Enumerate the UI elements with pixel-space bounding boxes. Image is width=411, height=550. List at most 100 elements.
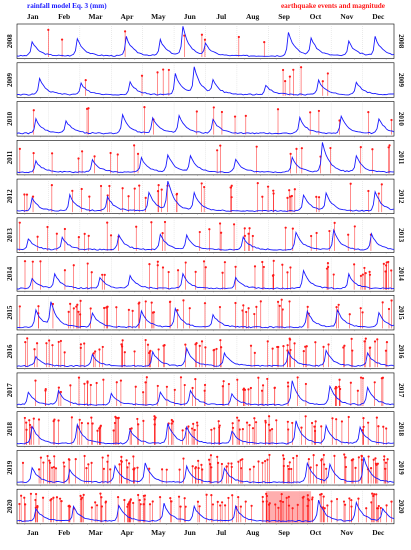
earthquake-marker <box>213 348 216 351</box>
earthquake-marker <box>39 456 43 459</box>
earthquake-marker <box>41 496 45 499</box>
earthquake-marker <box>295 147 298 150</box>
earthquake-marker <box>171 420 175 423</box>
earthquake-marker <box>192 422 195 425</box>
earthquake-marker <box>317 109 321 113</box>
earthquake-marker <box>132 468 135 471</box>
earthquake-marker <box>150 221 153 224</box>
earthquake-marker <box>156 71 159 74</box>
earthquake-marker <box>194 378 197 381</box>
earthquake-marker <box>37 468 41 471</box>
earthquake-marker <box>47 28 50 31</box>
earthquake-marker <box>244 114 247 117</box>
earthquake-marker <box>289 266 292 269</box>
earthquake-marker <box>208 458 211 461</box>
earthquake-marker <box>83 232 86 236</box>
earthquake-marker <box>227 496 230 500</box>
earthquake-marker <box>372 458 375 461</box>
earthquake-marker <box>320 425 323 428</box>
earthquake-marker <box>156 260 159 263</box>
earthquake-marker <box>167 270 170 274</box>
earthquake-marker <box>343 453 346 456</box>
month-label-may-bottom: May <box>151 528 166 537</box>
earthquake-marker <box>219 144 222 147</box>
earthquake-marker <box>127 195 130 198</box>
earthquake-marker <box>136 466 139 469</box>
earthquake-marker <box>143 498 146 501</box>
earthquake-marker <box>265 494 269 498</box>
month-label-dec-top: Dec <box>372 12 385 21</box>
earthquake-marker <box>245 421 249 424</box>
earthquake-marker <box>127 462 131 465</box>
earthquake-marker <box>184 505 187 508</box>
earthquake-marker <box>248 468 252 471</box>
earthquake-marker <box>306 498 310 501</box>
year-label-right-2015: 2015 <box>397 306 405 321</box>
earthquake-marker <box>18 305 21 308</box>
year-panel-2009: 2009 2009 <box>6 62 405 99</box>
earthquake-marker <box>253 312 256 316</box>
earthquake-marker <box>196 421 199 424</box>
earthquake-marker <box>216 461 220 464</box>
earthquake-marker <box>79 343 82 346</box>
earthquake-marker <box>255 145 258 148</box>
earthquake-marker <box>183 383 186 387</box>
month-label-jul-bottom: Jul <box>216 528 226 537</box>
earthquake-marker <box>261 260 264 264</box>
earthquake-marker <box>344 456 347 459</box>
earthquake-marker <box>87 234 90 237</box>
earthquake-marker <box>132 501 135 505</box>
earthquake-legend-title: earthquake events and magnitude <box>280 2 385 10</box>
earthquake-marker <box>234 301 237 305</box>
earthquake-marker <box>282 345 285 348</box>
earthquake-marker <box>280 298 283 301</box>
earthquake-marker <box>123 498 126 502</box>
earthquake-marker <box>198 230 201 234</box>
earthquake-marker <box>210 428 213 431</box>
earthquake-marker <box>210 494 213 497</box>
earthquake-marker <box>370 501 373 504</box>
earthquake-marker <box>149 349 152 352</box>
earthquake-marker <box>165 385 169 388</box>
earthquake-marker <box>138 184 141 187</box>
earthquake-marker <box>112 429 115 432</box>
earthquake-marker <box>46 225 49 229</box>
earthquake-marker <box>286 271 289 274</box>
earthquake-marker <box>272 192 275 195</box>
earthquake-marker <box>31 260 34 263</box>
earthquake-marker <box>203 389 206 392</box>
earthquake-marker <box>380 377 383 380</box>
earthquake-marker <box>92 352 95 355</box>
earthquake-marker <box>67 310 70 313</box>
earthquake-marker <box>77 310 80 313</box>
earthquake-marker <box>113 421 117 425</box>
earthquake-marker <box>310 421 314 425</box>
earthquake-marker <box>139 503 142 506</box>
earthquake-marker <box>343 503 347 506</box>
earthquake-marker <box>34 379 37 382</box>
earthquake-marker <box>249 386 252 390</box>
earthquake-marker <box>178 468 181 471</box>
month-label-oct-bottom: Oct <box>310 528 322 537</box>
earthquake-marker <box>264 419 267 423</box>
earthquake-marker <box>120 343 123 346</box>
earthquake-marker <box>238 428 241 431</box>
year-panel-2010: 2010 2010 <box>6 101 405 138</box>
year-panel-2018: 2018 2018 <box>6 411 405 448</box>
earthquake-marker <box>237 419 241 422</box>
earthquake-marker <box>182 457 185 460</box>
earthquake-marker <box>322 453 325 457</box>
earthquake-marker <box>373 381 376 384</box>
earthquake-marker <box>48 459 51 462</box>
month-label-mar-bottom: Mar <box>88 528 103 537</box>
earthquake-marker <box>281 68 285 72</box>
year-label-left-2008: 2008 <box>6 34 14 49</box>
earthquake-marker <box>330 500 333 503</box>
earthquake-marker <box>193 428 196 432</box>
earthquake-marker <box>373 493 376 496</box>
earthquake-marker <box>353 263 356 266</box>
earthquake-marker <box>273 386 276 389</box>
year-label-right-2017: 2017 <box>397 383 405 398</box>
earthquake-marker <box>196 500 200 503</box>
earthquake-marker <box>311 498 314 501</box>
